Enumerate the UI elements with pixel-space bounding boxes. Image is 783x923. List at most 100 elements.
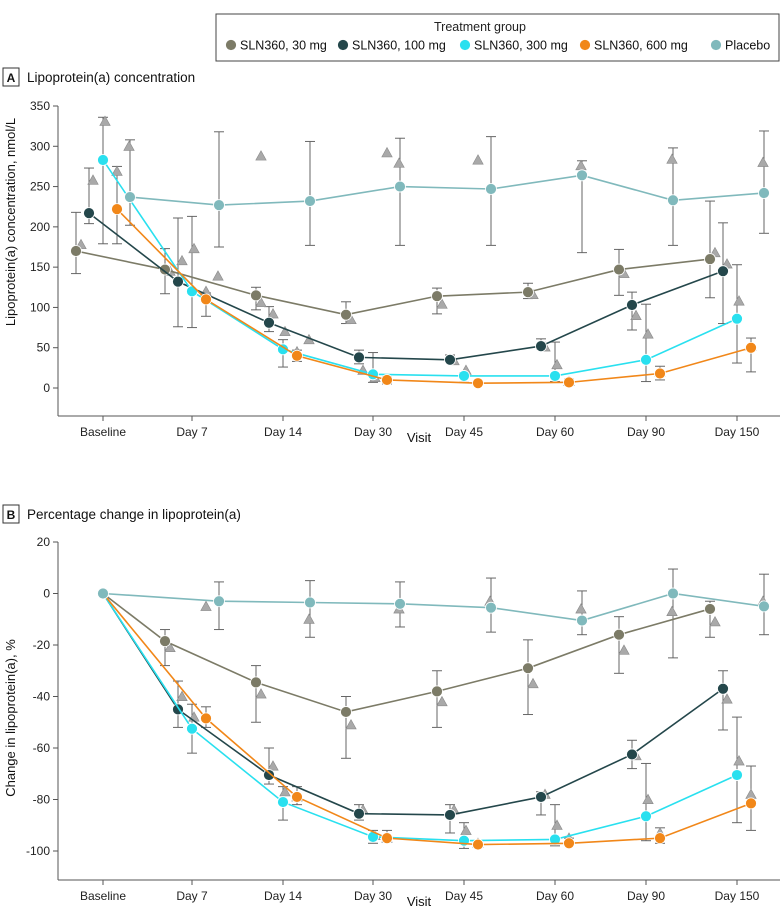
panel-b-title: Percentage change in lipoprotein(a) (27, 507, 241, 522)
x-tick-label: Baseline (80, 425, 126, 439)
data-point-sln360-300-mg (277, 796, 289, 808)
data-point-sln360-30-mg (704, 603, 716, 615)
panel-a-badge-box (2, 67, 20, 87)
x-tick-label: Day 150 (715, 889, 760, 903)
individual-point-marker (393, 157, 405, 168)
legend: Treatment group SLN360, 30 mg SLN360, 100… (215, 13, 780, 62)
data-point-sln360-300-mg (549, 833, 561, 846)
data-point-placebo (394, 180, 406, 193)
y-tick-label: 200 (30, 220, 50, 234)
series-line-sln360-100-mg (88, 212, 724, 361)
data-point-sln360-300-mg (277, 343, 289, 356)
legend-label: SLN360, 30 mg (240, 39, 327, 53)
individual-point-marker (99, 115, 111, 126)
data-point-sln360-30-mg (522, 286, 534, 299)
panel-b-badge-box (2, 504, 20, 524)
series-line-placebo (129, 174, 765, 206)
individual-point-marker (255, 296, 267, 308)
panel-a: A Lipoprotein(a) concentration 0 50 100 150… (2, 67, 780, 445)
y-tick-label: 250 (30, 180, 50, 194)
data-point-sln360-30-mg (613, 628, 625, 641)
data-point-placebo (394, 597, 406, 610)
individual-point-marker (709, 616, 721, 627)
series-line-placebo (102, 592, 765, 622)
legend-marker (225, 39, 237, 51)
data-point-placebo (304, 195, 316, 207)
panel-b-xlabel: Visit (407, 894, 432, 909)
legend-label: Placebo (725, 39, 770, 53)
data-point-sln360-600-mg (745, 341, 757, 354)
series-line-sln360-600-mg (116, 208, 752, 384)
data-point-placebo (213, 595, 225, 608)
data-point-placebo (213, 199, 225, 212)
individual-point-marker (164, 641, 176, 653)
x-tick-label: Day 60 (536, 889, 574, 903)
y-tick-label: 350 (30, 99, 50, 113)
legend-label: SLN360, 600 mg (594, 39, 688, 53)
x-tick-label: Day 14 (264, 889, 302, 903)
data-point-sln360-30-mg (250, 676, 262, 689)
individual-point-marker (87, 174, 99, 185)
panel-b-badge: B (7, 508, 16, 522)
individual-point-marker (460, 824, 472, 835)
data-point-sln360-30-mg (704, 253, 716, 265)
data-point-sln360-600-mg (381, 832, 393, 845)
individual-point-marker (176, 690, 188, 701)
y-tick-label: 0 (43, 587, 50, 601)
individual-point-marker (436, 695, 448, 707)
panel-b-ylabel: Change in lipoprotein(a), % (3, 639, 18, 797)
individual-point-marker (188, 711, 200, 722)
y-tick-label: -40 (33, 690, 51, 704)
data-point-sln360-100-mg (444, 809, 456, 821)
data-point-sln360-300-mg (97, 154, 109, 166)
individual-point-marker (666, 605, 678, 616)
data-point-sln360-600-mg (111, 203, 123, 216)
data-point-sln360-600-mg (381, 374, 393, 386)
data-point-sln360-100-mg (444, 353, 456, 366)
data-point-sln360-30-mg (431, 685, 443, 698)
data-point-sln360-100-mg (535, 340, 547, 353)
panel-b-plot: 20 0 -20 -40 -60 -80 -100 Baseline Day 7 Day 14 Da… (26, 535, 780, 903)
individual-point-marker (527, 677, 539, 689)
panel-a-title: Lipoprotein(a) concentration (27, 70, 195, 85)
data-point-sln360-300-mg (731, 769, 743, 781)
series-line-sln360-100-mg (102, 593, 724, 816)
x-tick-label: Baseline (80, 889, 126, 903)
x-tick-label: Day 7 (176, 889, 208, 903)
y-tick-label: -100 (26, 844, 50, 858)
data-point-placebo (97, 587, 109, 600)
data-point-sln360-300-mg (731, 312, 743, 325)
legend-marker (579, 39, 591, 51)
data-point-placebo (576, 169, 588, 182)
x-tick-label: Day 14 (264, 425, 302, 439)
legend-items: SLN360, 30 mg SLN360, 100 mg SLN360, 300 m… (225, 39, 770, 53)
data-point-sln360-30-mg (159, 635, 171, 648)
individual-point-marker (642, 328, 654, 339)
data-point-sln360-600-mg (291, 791, 303, 803)
data-point-placebo (485, 183, 497, 195)
data-point-placebo (576, 614, 588, 627)
data-point-sln360-100-mg (717, 265, 729, 278)
individual-point-marker (188, 242, 200, 254)
individual-point-marker (267, 760, 279, 771)
individual-point-marker (111, 165, 123, 176)
legend-box (215, 13, 780, 62)
data-point-placebo (124, 191, 136, 203)
data-point-sln360-600-mg (563, 837, 575, 850)
data-point-sln360-300-mg (549, 370, 561, 382)
data-point-sln360-600-mg (654, 367, 666, 380)
data-point-sln360-100-mg (263, 316, 275, 329)
panel-a-ylabel: Lipoprotein(a) concentration, nmol/L (3, 118, 18, 326)
x-tick-label: Day 45 (445, 889, 483, 903)
data-point-sln360-600-mg (472, 838, 484, 851)
data-point-sln360-100-mg (83, 207, 95, 220)
data-point-sln360-600-mg (200, 293, 212, 306)
data-point-sln360-300-mg (367, 368, 379, 381)
data-point-sln360-300-mg (186, 285, 198, 298)
data-point-sln360-600-mg (472, 377, 484, 390)
individual-point-marker (123, 140, 135, 151)
data-point-placebo (667, 194, 679, 207)
legend-marker (710, 39, 722, 51)
data-point-sln360-100-mg (172, 275, 184, 288)
